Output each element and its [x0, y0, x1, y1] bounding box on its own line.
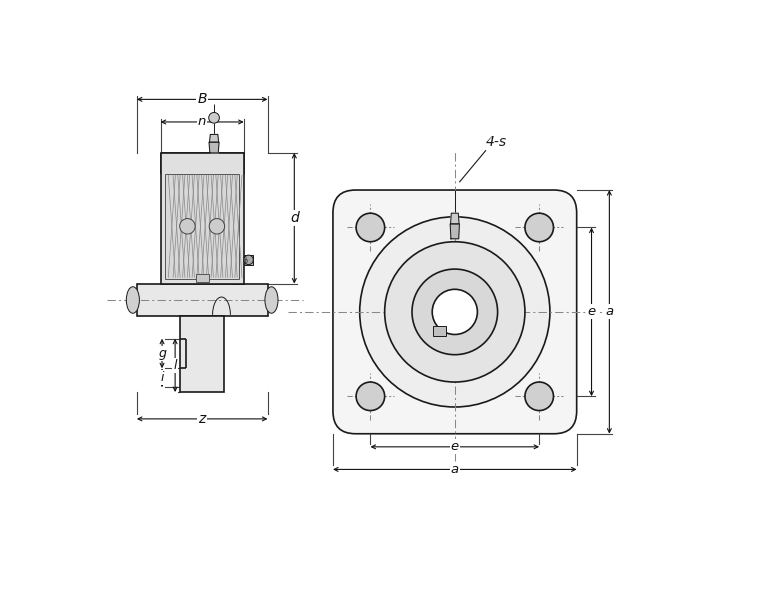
Polygon shape [451, 224, 460, 239]
Circle shape [180, 218, 195, 234]
Bar [196, 274, 209, 283]
Bar [161, 153, 244, 284]
Bar [434, 326, 447, 335]
Circle shape [356, 382, 384, 410]
Bar [244, 254, 253, 265]
Text: g: g [158, 347, 166, 360]
Ellipse shape [126, 287, 139, 313]
Text: z: z [199, 412, 205, 426]
Circle shape [525, 382, 553, 410]
Text: n: n [198, 115, 206, 128]
Text: a: a [451, 463, 459, 476]
Text: e: e [587, 305, 596, 319]
Bar [137, 284, 268, 316]
Polygon shape [209, 134, 218, 142]
Circle shape [209, 112, 219, 123]
Text: $\phi$: $\phi$ [242, 254, 249, 268]
Polygon shape [209, 142, 219, 153]
Circle shape [384, 242, 525, 382]
Text: d: d [290, 211, 298, 225]
Text: e: e [451, 440, 459, 454]
Text: B: B [197, 92, 207, 106]
Ellipse shape [265, 287, 278, 313]
Text: 4-s: 4-s [486, 136, 507, 149]
Circle shape [432, 289, 477, 334]
Bar [165, 173, 239, 279]
Polygon shape [451, 213, 459, 224]
FancyBboxPatch shape [333, 190, 577, 434]
Text: i: i [161, 371, 164, 385]
Circle shape [356, 213, 384, 242]
Bar [180, 316, 224, 392]
Circle shape [244, 255, 253, 265]
Circle shape [360, 217, 550, 407]
Circle shape [525, 213, 553, 242]
Text: a: a [605, 305, 613, 319]
Text: l: l [174, 359, 177, 372]
Circle shape [412, 269, 498, 355]
Circle shape [209, 218, 224, 234]
